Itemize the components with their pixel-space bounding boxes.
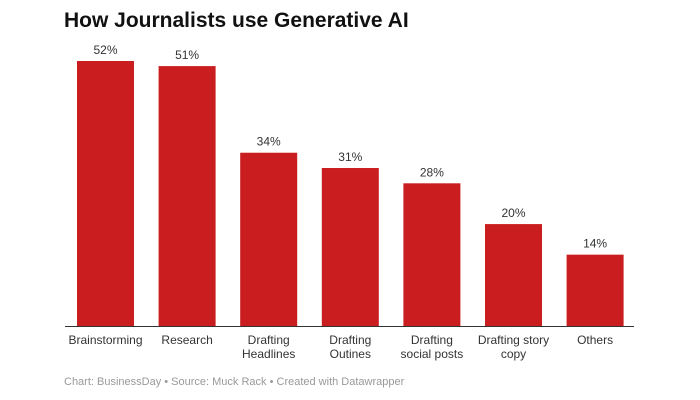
category-label: Research (161, 333, 212, 347)
data-label: 20% (501, 206, 525, 220)
category-label: Outines (330, 347, 371, 361)
category-label: Drafting (329, 333, 371, 347)
data-label: 51% (175, 48, 199, 62)
data-label: 14% (583, 237, 607, 251)
chart-title: How Journalists use Generative AI (64, 9, 409, 32)
category-label: Drafting story (478, 333, 549, 347)
data-label: 34% (257, 135, 281, 149)
bar (566, 254, 624, 326)
bar (485, 224, 542, 326)
data-label: 52% (93, 43, 117, 57)
category-label: Others (577, 333, 613, 347)
category-label: Drafting (248, 333, 290, 347)
category-label: Drafting (411, 333, 453, 347)
bar (240, 152, 298, 326)
category-label: copy (501, 347, 526, 361)
chart-footer: Chart: BusinessDay • Source: Muck Rack •… (64, 376, 405, 388)
bar (403, 183, 461, 326)
bar (77, 61, 134, 326)
bar (158, 66, 216, 326)
category-label: Headlines (242, 347, 295, 361)
category-label: Brainstorming (68, 333, 142, 347)
category-label: social posts (401, 347, 464, 361)
data-label: 28% (420, 165, 444, 179)
bar (321, 168, 379, 326)
data-label: 31% (338, 150, 362, 164)
